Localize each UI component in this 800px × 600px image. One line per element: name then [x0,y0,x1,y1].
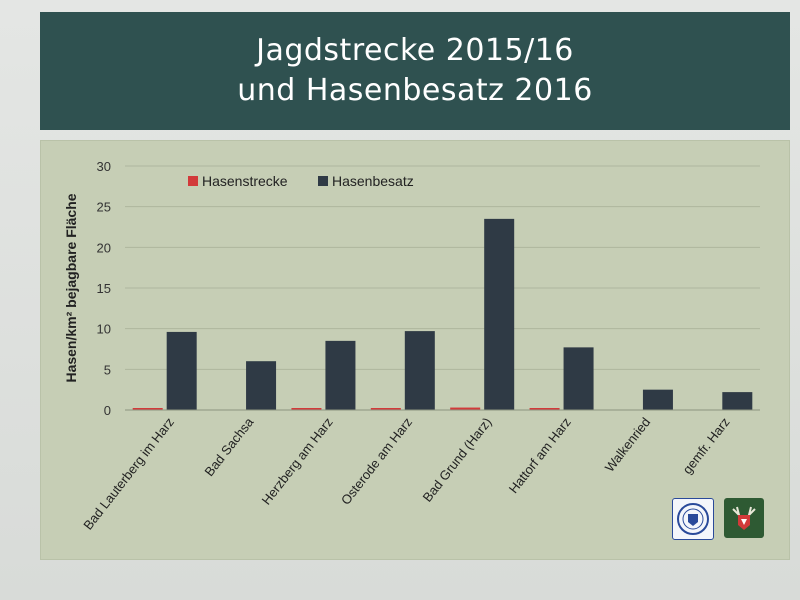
x-tick-label: Osterode am Harz [338,415,415,508]
x-tick-label: Bad Lauterberg im Harz [80,415,177,533]
x-tick-label: Walkenried [602,415,654,475]
bar-hasenbesatz [325,340,356,410]
x-tick-label: gemfr. Harz [679,415,732,477]
slide-title-bar: Jagdstrecke 2015/16 und Hasenbesatz 2016 [40,12,790,130]
bar-chart: 0 5 10 15 20 25 30 Hasen/km² bejagbare Fläche Ba… [63,159,760,533]
bar-hasenbesatz [563,347,594,410]
y-tick-label: 30 [97,159,111,174]
x-tick-label: Hattorf am Harz [506,415,574,497]
legend-label-hasenstrecke: Hasenstrecke [202,173,288,189]
y-tick-label: 20 [97,240,111,255]
legend-swatch-hasenstrecke [188,176,198,186]
bar-hasenbesatz [484,218,515,410]
legend-swatch-hasenbesatz [318,176,328,186]
hunting-association-logo [724,498,764,538]
legend-label-hasenbesatz: Hasenbesatz [332,173,414,189]
slide-title-line-1: Jagdstrecke 2015/16 [256,33,574,68]
bar-hasenstrecke [450,407,481,410]
bar-hasenbesatz [404,331,435,410]
y-axis-label: Hasen/km² bejagbare Fläche [63,193,79,382]
bar-hasenbesatz [166,331,197,410]
bar-hasenstrecke [291,408,322,410]
x-tick-label: Herzberg am Harz [259,415,336,508]
y-tick-label: 0 [104,403,111,418]
y-tick-label: 25 [97,200,111,215]
bar-hasenbesatz [246,361,277,410]
y-tick-label: 10 [97,322,111,337]
bar-hasenstrecke [132,408,163,410]
y-tick-label: 15 [97,281,111,296]
association-seal-logo [672,498,714,540]
logo-group [672,498,764,540]
x-tick-label: Bad Grund (Harz) [420,415,495,505]
chart-panel: 0 5 10 15 20 25 30 Hasen/km² bejagbare Fläche Ba… [40,140,790,560]
bar-hasenstrecke [370,408,401,410]
bar-hasenbesatz [642,389,673,410]
x-tick-label: Bad Sachsa [201,414,256,479]
y-tick-label: 5 [104,362,111,377]
bar-hasenbesatz [722,392,753,410]
slide-title-line-2: und Hasenbesatz 2016 [237,73,593,108]
bar-hasenstrecke [529,408,560,410]
